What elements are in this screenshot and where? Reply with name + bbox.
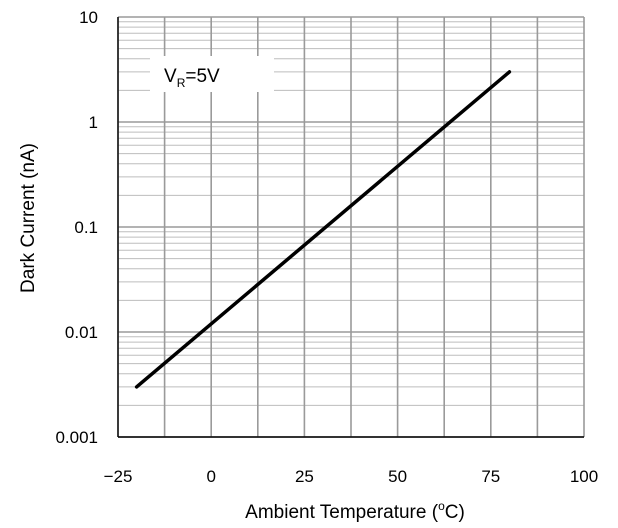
annotation-main: V [164,66,177,87]
x-axis-unit-close: C) [445,502,465,523]
x-tick-label: 0 [206,467,215,486]
annotation-background [150,56,274,92]
x-tick-label: 75 [481,467,500,486]
x-axis-title: Ambient Temperature (oC) [245,499,465,523]
x-axis-unit-open: ( [426,502,438,523]
x-tick-label: 25 [295,467,314,486]
y-tick-labels: 0.001 0.01 0.1 1 10 [55,8,98,447]
y-tick-label: 0.1 [74,218,98,237]
x-axis-title-text: Ambient Temperature [245,502,426,523]
axes [117,17,584,438]
y-tick-label: 1 [89,113,98,132]
series-group [134,70,512,389]
x-tick-labels: −25 0 25 50 75 100 [104,467,599,486]
y-tick-label: 0.01 [65,323,98,342]
annotation-vr: VR=5V [164,66,220,90]
dark-current-line [134,70,512,389]
y-tick-label: 0.001 [55,428,98,447]
x-tick-label: −25 [104,467,133,486]
major-gridlines [117,16,585,438]
x-tick-label: 100 [570,467,598,486]
annotation-rest: =5V [185,66,220,87]
y-tick-label: 10 [79,8,98,27]
x-axis-degree: o [438,499,445,513]
annotation-subscript: R [177,76,186,90]
x-tick-label: 50 [388,467,407,486]
y-axis-title: Dark Current (nA) [18,143,39,293]
